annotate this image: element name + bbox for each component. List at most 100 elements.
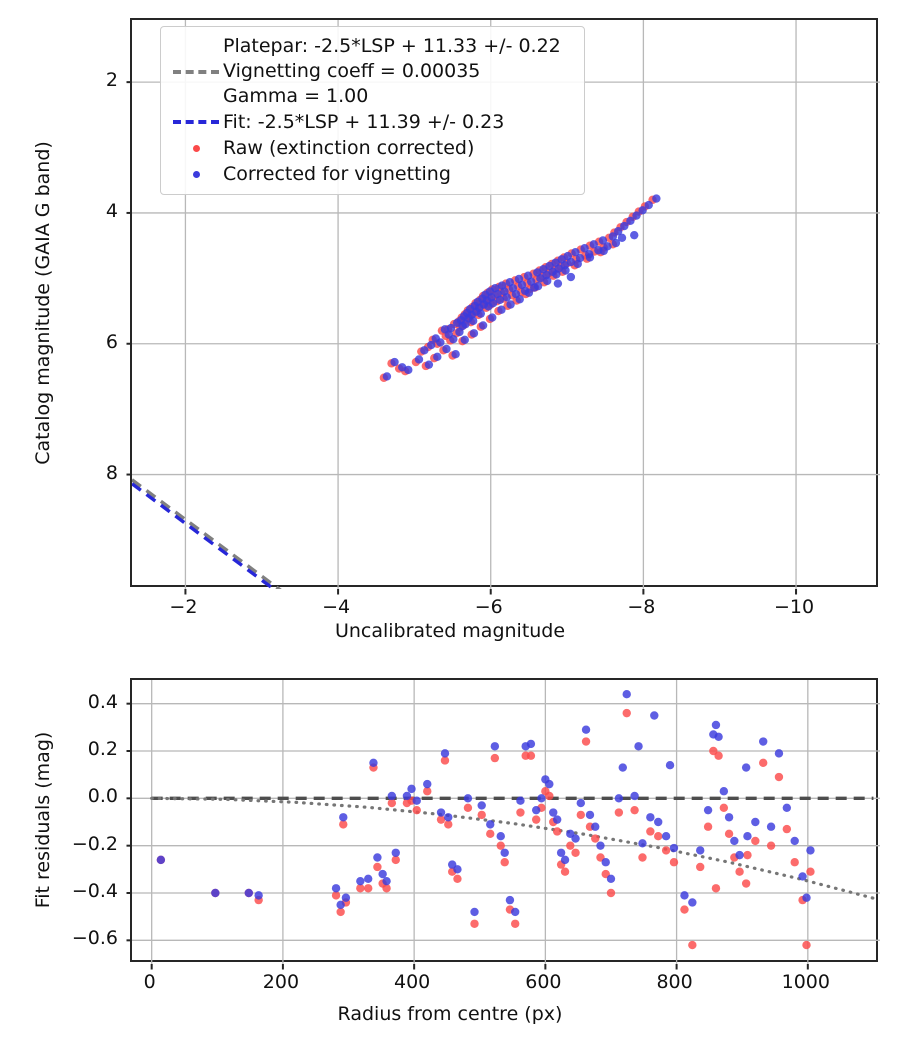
bottom-data-point — [254, 891, 263, 900]
bottom-data-point — [654, 832, 663, 841]
legend-entry-platepar: Platepar: -2.5*LSP + 11.33 +/- 0.22 Vign… — [169, 34, 574, 109]
bottom-line — [150, 796, 876, 900]
top-data-point — [543, 276, 552, 286]
bottom-xtick-label: 0 — [143, 971, 156, 993]
top-data-point — [414, 355, 424, 364]
bottom-data-point — [798, 872, 807, 881]
bottom-data-point — [688, 940, 697, 950]
top-data-point — [561, 266, 570, 275]
dashed-line-icon — [169, 69, 223, 74]
bottom-data-point — [665, 761, 675, 770]
top-data-point — [398, 363, 407, 372]
top-data-point — [469, 329, 479, 338]
top-data-point — [478, 321, 488, 330]
top-data-point — [626, 216, 635, 225]
bottom-data-point — [382, 876, 391, 886]
bottom-data-point — [545, 779, 554, 789]
bottom-data-point — [531, 815, 541, 824]
top-xaxis-label: Uncalibrated magnitude — [334, 620, 566, 642]
bottom-data-point — [444, 813, 453, 822]
bottom-data-point — [654, 817, 663, 827]
bottom-xaxis-label: Radius from centre (px) — [337, 1003, 563, 1025]
bottom-data-point — [766, 822, 776, 831]
top-data-point — [571, 247, 580, 257]
bottom-data-point — [552, 815, 562, 824]
bottom-data-point — [566, 841, 575, 850]
bottom-ytick-label: −0.6 — [71, 927, 118, 950]
bottom-data-point — [373, 853, 382, 862]
bottom-data-point — [606, 874, 616, 883]
bottom-data-point — [436, 808, 446, 817]
bottom-data-point — [336, 900, 345, 910]
top-data-point — [573, 259, 582, 269]
bottom-data-point — [490, 753, 500, 763]
bottom-data-point — [500, 848, 509, 857]
bottom-data-point — [549, 808, 558, 817]
bottom-data-point — [510, 919, 520, 928]
fit-residuals-plot — [126, 678, 880, 970]
bottom-data-point — [545, 791, 554, 801]
top-data-point — [552, 270, 561, 279]
top-data-point — [502, 293, 511, 302]
bottom-ytick-label: −0.2 — [71, 832, 118, 855]
bottom-data-point — [373, 862, 382, 872]
bottom-data-point — [576, 810, 585, 820]
bottom-data-point — [661, 832, 671, 841]
bottom-data-point — [735, 867, 744, 876]
bottom-xtick-label: 200 — [262, 971, 300, 993]
top-data-point — [652, 194, 661, 203]
bottom-data-point — [391, 848, 400, 857]
bottom-data-point — [591, 834, 600, 843]
bottom-data-point — [463, 794, 473, 803]
bottom-data-point — [436, 815, 446, 824]
bottom-data-point — [638, 839, 647, 848]
top-data-point — [460, 335, 469, 345]
top-data-point — [599, 246, 608, 256]
dashed-blue-line-icon — [169, 120, 223, 124]
top-data-point — [608, 232, 618, 241]
bottom-data-point — [585, 810, 595, 820]
bottom-data-point — [486, 820, 495, 829]
bottom-data-point — [711, 884, 721, 893]
bottom-data-point — [601, 858, 610, 867]
top-data-point — [427, 340, 436, 350]
top-data-point — [506, 300, 515, 309]
top-data-point — [617, 233, 627, 242]
top-data-point — [446, 323, 456, 333]
bottom-data-point — [505, 895, 515, 905]
bottom-data-point — [680, 891, 689, 900]
bottom-data-point — [646, 827, 655, 836]
top-xtick-label: −6 — [474, 596, 503, 618]
top-data-point — [524, 288, 534, 297]
top-data-point — [566, 272, 576, 282]
bottom-data-point — [711, 720, 721, 730]
bottom-data-point — [782, 824, 792, 834]
bottom-data-point — [741, 763, 751, 772]
top-xtick-label: −8 — [627, 596, 656, 618]
top-data-point — [424, 360, 434, 369]
top-data-point — [632, 211, 641, 220]
bottom-data-point — [774, 749, 784, 758]
bottom-data-point — [477, 810, 486, 820]
legend-label-corrected: Corrected for vignetting — [223, 162, 451, 185]
bottom-data-point — [759, 737, 768, 746]
top-ytick-label: 2 — [105, 69, 118, 92]
top-xtick-label: −10 — [773, 596, 815, 618]
bottom-data-point — [526, 739, 536, 749]
top-data-point — [442, 344, 451, 354]
bottom-data-point — [560, 867, 570, 876]
top-data-point — [585, 253, 595, 262]
blue-marker-icon — [169, 170, 223, 178]
bottom-data-point — [387, 798, 397, 808]
top-data-point — [451, 350, 460, 359]
bottom-data-point — [806, 867, 815, 876]
bottom-data-point — [378, 869, 387, 879]
bottom-data-point — [634, 742, 643, 751]
top-data-point — [433, 352, 442, 362]
bottom-data-point — [486, 829, 495, 839]
bottom-data-point — [606, 888, 616, 898]
bottom-yaxis-label: Fit residuals (mag) — [32, 731, 54, 909]
bottom-data-point — [646, 813, 655, 822]
bottom-data-point — [766, 841, 776, 850]
